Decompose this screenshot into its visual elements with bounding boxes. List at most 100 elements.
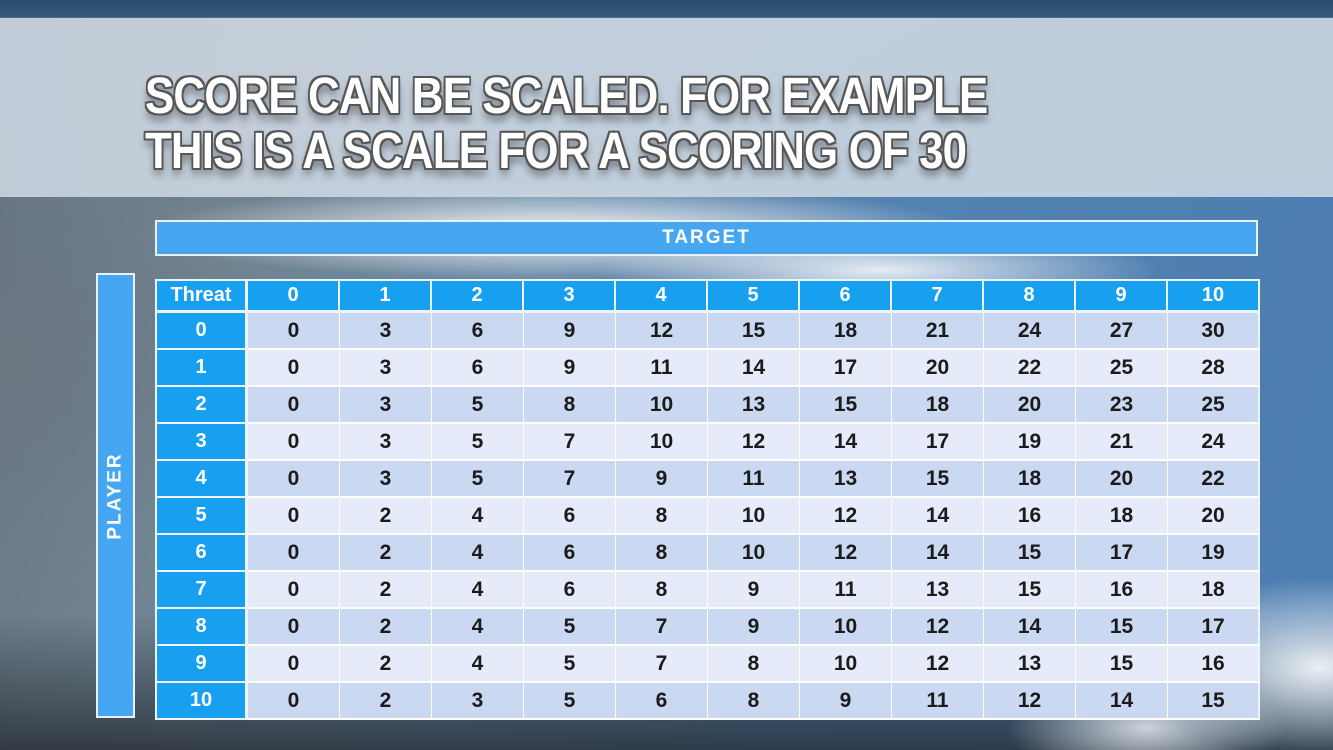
score-cell: 6 xyxy=(524,498,616,535)
row-header-6: 6 xyxy=(157,535,248,572)
col-header-0: 0 xyxy=(248,281,340,313)
score-cell: 20 xyxy=(1076,461,1168,498)
page-title: SCORE CAN BE SCALED. FOR EXAMPLE THIS IS… xyxy=(145,68,1125,178)
score-cell: 5 xyxy=(432,387,524,424)
col-header-9: 9 xyxy=(1076,281,1168,313)
table-row-1: 1 0 3 6 9 11 14 17 20 22 25 28 xyxy=(157,350,1260,387)
score-cell: 12 xyxy=(708,424,800,461)
score-cell: 0 xyxy=(248,387,340,424)
score-cell: 18 xyxy=(892,387,984,424)
score-cell: 0 xyxy=(248,572,340,609)
score-cell: 0 xyxy=(248,424,340,461)
score-cell: 4 xyxy=(432,609,524,646)
score-cell: 13 xyxy=(892,572,984,609)
score-cell: 15 xyxy=(1168,683,1260,720)
score-cell: 17 xyxy=(1168,609,1260,646)
table-row-7: 7 0 2 4 6 8 9 11 13 15 16 18 xyxy=(157,572,1260,609)
score-cell: 8 xyxy=(708,683,800,720)
score-cell: 18 xyxy=(1076,498,1168,535)
score-cell: 12 xyxy=(800,535,892,572)
score-cell: 4 xyxy=(432,646,524,683)
player-axis-label-text: PLAYER xyxy=(104,451,126,540)
score-cell: 19 xyxy=(1168,535,1260,572)
score-cell: 6 xyxy=(524,572,616,609)
score-cell: 18 xyxy=(800,313,892,350)
score-cell: 5 xyxy=(524,646,616,683)
score-table-container: Threat 0 1 2 3 4 5 6 7 8 9 10 0 0 3 6 9 12 15 18 21 24 27 30 1 0… xyxy=(155,279,1260,720)
score-cell: 25 xyxy=(1076,350,1168,387)
score-cell: 9 xyxy=(524,313,616,350)
row-header-10: 10 xyxy=(157,683,248,720)
score-cell: 10 xyxy=(800,609,892,646)
table-row-10: 10 0 2 3 5 6 8 9 11 12 14 15 xyxy=(157,683,1260,720)
score-cell: 8 xyxy=(708,646,800,683)
col-header-3: 3 xyxy=(524,281,616,313)
score-cell: 7 xyxy=(616,646,708,683)
score-cell: 16 xyxy=(984,498,1076,535)
score-cell: 2 xyxy=(340,572,432,609)
score-cell: 12 xyxy=(800,498,892,535)
row-header-2: 2 xyxy=(157,387,248,424)
score-cell: 10 xyxy=(708,498,800,535)
score-cell: 2 xyxy=(340,609,432,646)
score-cell: 17 xyxy=(800,350,892,387)
col-header-10: 10 xyxy=(1168,281,1260,313)
score-cell: 13 xyxy=(984,646,1076,683)
score-cell: 17 xyxy=(892,424,984,461)
score-cell: 0 xyxy=(248,313,340,350)
score-cell: 15 xyxy=(984,572,1076,609)
table-row-4: 4 0 3 5 7 9 11 13 15 18 20 22 xyxy=(157,461,1260,498)
score-cell: 7 xyxy=(524,424,616,461)
col-header-8: 8 xyxy=(984,281,1076,313)
score-cell: 17 xyxy=(1076,535,1168,572)
score-cell: 8 xyxy=(616,498,708,535)
score-cell: 0 xyxy=(248,609,340,646)
score-cell: 15 xyxy=(708,313,800,350)
score-cell: 4 xyxy=(432,498,524,535)
score-cell: 10 xyxy=(800,646,892,683)
score-cell: 5 xyxy=(432,424,524,461)
score-cell: 3 xyxy=(340,461,432,498)
score-cell: 20 xyxy=(1168,498,1260,535)
score-cell: 6 xyxy=(616,683,708,720)
score-cell: 11 xyxy=(616,350,708,387)
score-cell: 2 xyxy=(340,535,432,572)
score-cell: 2 xyxy=(340,646,432,683)
score-cell: 16 xyxy=(1076,572,1168,609)
score-cell: 16 xyxy=(1168,646,1260,683)
score-cell: 18 xyxy=(1168,572,1260,609)
score-cell: 15 xyxy=(892,461,984,498)
score-cell: 22 xyxy=(1168,461,1260,498)
score-cell: 14 xyxy=(800,424,892,461)
score-cell: 10 xyxy=(616,424,708,461)
score-cell: 12 xyxy=(616,313,708,350)
table-row-8: 8 0 2 4 5 7 9 10 12 14 15 17 xyxy=(157,609,1260,646)
score-cell: 22 xyxy=(984,350,1076,387)
score-cell: 11 xyxy=(800,572,892,609)
title-band: SCORE CAN BE SCALED. FOR EXAMPLE THIS IS… xyxy=(0,18,1333,197)
score-cell: 0 xyxy=(248,498,340,535)
score-cell: 14 xyxy=(708,350,800,387)
score-cell: 19 xyxy=(984,424,1076,461)
score-cell: 15 xyxy=(800,387,892,424)
score-cell: 9 xyxy=(616,461,708,498)
score-cell: 13 xyxy=(708,387,800,424)
score-cell: 24 xyxy=(1168,424,1260,461)
score-cell: 30 xyxy=(1168,313,1260,350)
row-header-3: 3 xyxy=(157,424,248,461)
row-header-4: 4 xyxy=(157,461,248,498)
score-cell: 23 xyxy=(1076,387,1168,424)
score-cell: 10 xyxy=(708,535,800,572)
score-cell: 9 xyxy=(708,572,800,609)
table-row-9: 9 0 2 4 5 7 8 10 12 13 15 16 xyxy=(157,646,1260,683)
score-cell: 8 xyxy=(616,572,708,609)
score-cell: 3 xyxy=(340,424,432,461)
target-axis-label: TARGET xyxy=(155,220,1258,256)
row-header-1: 1 xyxy=(157,350,248,387)
score-cell: 14 xyxy=(984,609,1076,646)
score-cell: 21 xyxy=(1076,424,1168,461)
matrix-header-row: Threat 0 1 2 3 4 5 6 7 8 9 10 xyxy=(157,281,1260,313)
score-cell: 9 xyxy=(708,609,800,646)
threat-corner-header: Threat xyxy=(157,281,248,313)
